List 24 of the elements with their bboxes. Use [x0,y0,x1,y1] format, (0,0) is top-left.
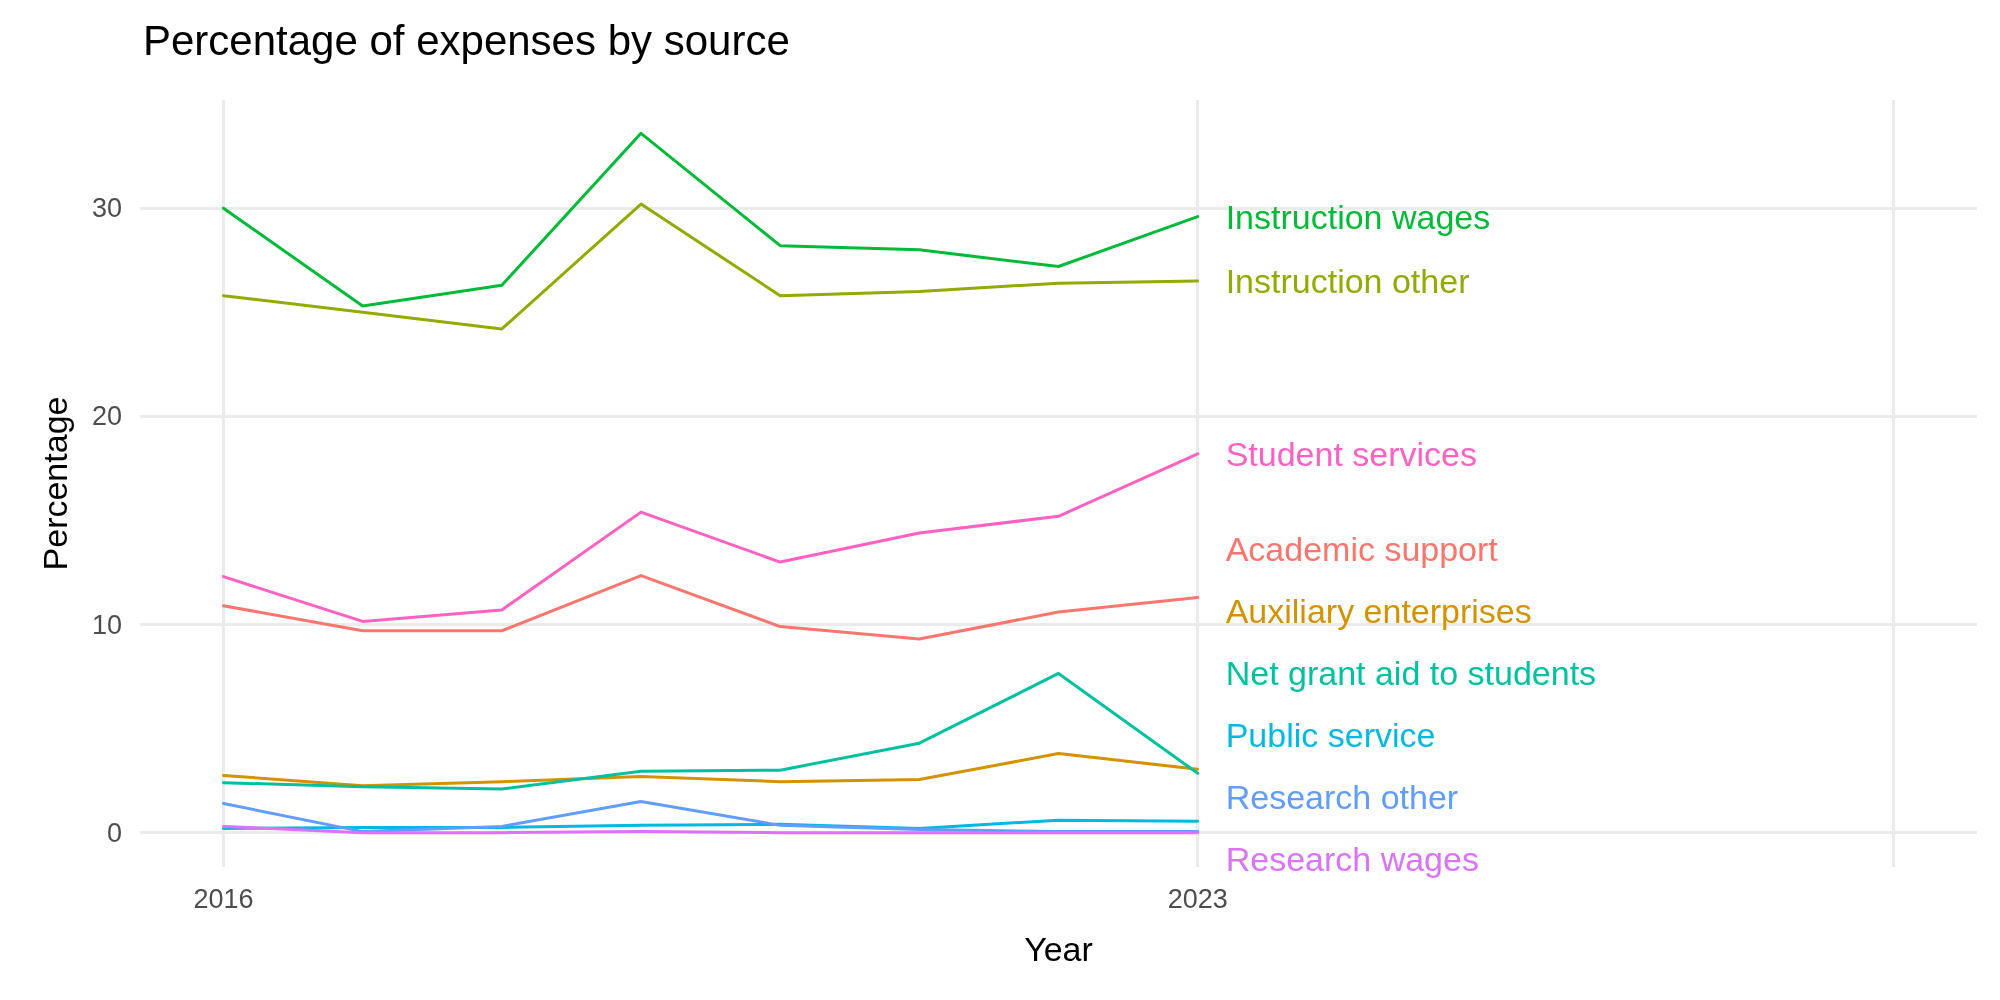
x-tick-label: 2023 [1167,883,1228,914]
y-tick-label: 20 [91,401,122,432]
y-axis-title: Percentage [36,396,74,571]
series-label: Student services [1225,434,1478,473]
series-label: Research other [1225,777,1459,816]
y-tick-label: 0 [106,817,122,848]
text: Net grant aid to students [1225,653,1597,692]
line-series [222,131,1200,308]
line-series [222,202,1200,331]
series-label: Academic support [1225,529,1499,568]
text: Auxiliary enterprises [1225,591,1532,630]
text: Public service [1225,715,1436,754]
series-label: Research wages [1225,839,1479,878]
y-tick-label: 30 [91,193,122,224]
line-series [222,574,1200,641]
line-series [222,752,1200,788]
x-axis-title: Year [1024,930,1093,968]
line-series [222,671,1200,791]
line-series [222,452,1200,623]
series-label: Instruction wages [1225,197,1491,236]
chart-title: Percentage of expenses by source [143,16,790,64]
series-label: Instruction other [1225,262,1470,301]
y-tick-label: 10 [91,609,122,640]
x-tick-label: 2016 [193,883,254,914]
